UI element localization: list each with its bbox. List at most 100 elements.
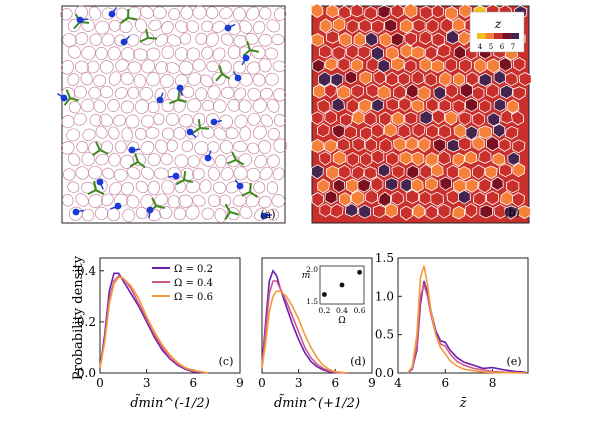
cell (133, 73, 146, 89)
cell (267, 208, 280, 221)
cell (485, 136, 500, 152)
cell (207, 141, 220, 154)
cell (359, 70, 373, 86)
cell (271, 194, 286, 208)
dipole-head (234, 74, 242, 82)
cell (452, 99, 466, 114)
cell (73, 112, 87, 126)
cell (173, 127, 186, 140)
cell (67, 45, 81, 59)
cell (512, 162, 526, 178)
cell (377, 85, 391, 100)
x-tick-label: 0 (96, 376, 104, 390)
y-tick-label: 1.5 (375, 251, 394, 265)
cell (114, 87, 128, 100)
cell (178, 60, 194, 76)
defect-dipoles (56, 6, 273, 220)
cell (319, 203, 332, 218)
cell (101, 33, 115, 47)
cell (365, 189, 379, 204)
cell (272, 167, 285, 181)
cell (81, 208, 95, 222)
cell (364, 31, 379, 47)
cell (310, 3, 324, 19)
cell (392, 137, 407, 152)
panel-label-b: (b) (504, 206, 520, 219)
cell (493, 70, 507, 85)
cell (317, 178, 330, 194)
y-tick-label: 1.0 (375, 289, 394, 303)
cell (379, 137, 393, 154)
cell (471, 111, 486, 127)
dipole-head (146, 206, 154, 214)
cell (81, 45, 96, 61)
legend-label: Ω = 0.2 (174, 264, 213, 275)
cell (397, 123, 411, 139)
cell (80, 98, 95, 113)
cell (178, 194, 193, 208)
cell (411, 70, 425, 85)
plot-frame (397, 257, 529, 374)
cell (259, 166, 273, 181)
cell (167, 166, 182, 181)
cell (139, 86, 154, 101)
cell (88, 6, 102, 21)
cell (512, 139, 526, 154)
cell (344, 203, 358, 217)
cell (186, 20, 200, 33)
cell (247, 142, 260, 155)
cell (109, 19, 121, 32)
cell (384, 18, 398, 33)
cell (159, 206, 173, 220)
cell (81, 152, 96, 167)
colorbar-swatch (477, 33, 486, 39)
cell (233, 166, 248, 181)
cell (192, 194, 206, 207)
cell (179, 32, 192, 45)
cell (211, 21, 226, 33)
cell (358, 18, 372, 34)
cell (161, 99, 175, 113)
shared-ylabel: Probability density (71, 255, 86, 380)
cell (234, 114, 248, 129)
network-arm (249, 191, 259, 198)
network-arm (147, 37, 158, 40)
dipole-head (96, 178, 104, 186)
legend-label: Ω = 0.4 (174, 278, 213, 289)
cell (419, 30, 432, 45)
cell (311, 192, 325, 208)
cell (160, 153, 173, 166)
cell (403, 59, 417, 74)
cell (232, 7, 246, 21)
dipole-head (260, 212, 268, 220)
inset-x-tick-label: 0.6 (354, 306, 366, 315)
cell (332, 17, 346, 32)
cell (109, 181, 123, 196)
inset-x-tick-label: 0.4 (336, 306, 348, 315)
dipole-head (60, 94, 68, 102)
cell (185, 126, 199, 140)
cell (135, 180, 149, 194)
cell (507, 151, 521, 166)
cell (273, 114, 287, 127)
network-arm (65, 89, 71, 99)
cell (160, 74, 174, 89)
cell (405, 136, 419, 152)
cell (264, 47, 279, 60)
cell (113, 114, 126, 127)
inset-x-label: Ω (338, 316, 345, 326)
cell (145, 127, 160, 139)
cell (452, 72, 465, 87)
cell (273, 138, 288, 153)
network-arm (95, 141, 101, 151)
cell (207, 85, 221, 100)
network-arm (145, 28, 149, 39)
network-arm (218, 65, 223, 75)
cell (227, 99, 241, 112)
inset-point (357, 269, 362, 275)
cell (484, 165, 498, 180)
y-tick-label: 0.0 (375, 366, 394, 380)
cell (478, 125, 492, 140)
cell (127, 61, 142, 74)
